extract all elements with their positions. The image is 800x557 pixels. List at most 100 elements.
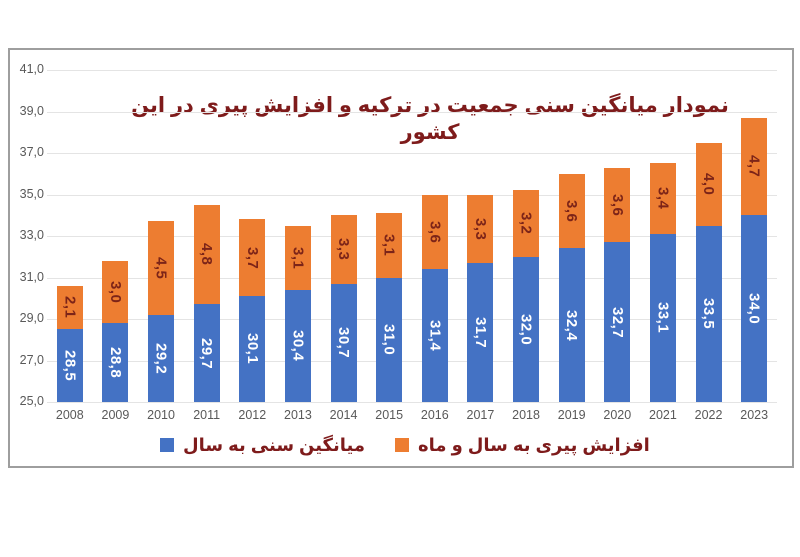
plot-area: 2,1 28,5 3,0 28,8 4,5 29,2 4,8 29,7 3,7 30,1 3,1 30… bbox=[47, 70, 777, 403]
avg-age-segment: 30,7 bbox=[330, 283, 357, 402]
bar-value-label: 32,0 bbox=[517, 313, 535, 345]
gridline bbox=[47, 236, 777, 237]
x-tick-label: 2023 bbox=[740, 408, 769, 422]
aging-increase-segment: 3,7 bbox=[239, 219, 266, 297]
chart-title: نمودار میانگین سنی جمعیت در ترکیه و افزا… bbox=[131, 94, 729, 145]
aging-increase-segment: 4,0 bbox=[695, 142, 722, 226]
bar-value-label: 29,7 bbox=[198, 337, 216, 369]
bar-group: 3,6 32,7 bbox=[604, 167, 631, 402]
aging-increase-segment: 3,6 bbox=[558, 173, 585, 249]
bar-value-label: 4,5 bbox=[152, 256, 170, 280]
bar-value-label: 3,6 bbox=[563, 199, 581, 223]
y-axis: 25,0 27,0 29,0 31,0 33,0 35,0 37,0 39,0 41,0 bbox=[14, 62, 44, 408]
avg-age-segment: 28,5 bbox=[56, 329, 83, 402]
x-tick-label: 2016 bbox=[420, 408, 449, 422]
avg-age-segment: 30,1 bbox=[239, 296, 266, 402]
legend: میانگین سنی به سال افزایش پیری به سال و … bbox=[160, 432, 650, 458]
bar-group: 3,1 31,0 bbox=[376, 213, 403, 402]
avg-age-segment: 30,4 bbox=[284, 289, 311, 402]
avg-age-segment: 29,2 bbox=[148, 314, 175, 402]
gridline bbox=[47, 111, 777, 113]
bar-group: 3,2 32,0 bbox=[513, 190, 540, 402]
x-tick-label: 2018 bbox=[512, 408, 540, 422]
avg-age-segment: 31,4 bbox=[421, 269, 448, 402]
gridline bbox=[47, 402, 777, 403]
avg-age-segment: 31,0 bbox=[376, 277, 403, 402]
gridline bbox=[47, 153, 777, 154]
bar-value-label: 30,7 bbox=[335, 327, 353, 359]
bar-group: 3,3 31,7 bbox=[467, 194, 494, 403]
bar-group: 3,1 30,4 bbox=[284, 225, 311, 402]
bar-value-label: 3,4 bbox=[654, 187, 672, 210]
y-tick-label: 29,0 bbox=[19, 311, 44, 325]
bar-value-label: 34,0 bbox=[745, 293, 763, 325]
bar-group: 4,0 33,5 bbox=[695, 142, 722, 402]
x-axis: 2008 2009 2010 2011 2012 2013 2014 2015 2016 2017… bbox=[47, 408, 777, 426]
y-tick-label: 33,0 bbox=[19, 228, 44, 242]
x-tick-label: 2011 bbox=[193, 408, 221, 422]
gridline bbox=[47, 70, 777, 71]
bar-value-label: 2,1 bbox=[61, 296, 79, 319]
bar-value-label: 32,4 bbox=[563, 309, 581, 341]
bar-value-label: 30,4 bbox=[289, 330, 307, 362]
x-tick-label: 2020 bbox=[603, 408, 632, 422]
aging-increase-legend-label: افزایش پیری به سال و ماه bbox=[418, 434, 650, 455]
gridline bbox=[47, 277, 777, 279]
aging-increase-segment: 3,3 bbox=[467, 194, 494, 263]
bar-group: 3,0 28,8 bbox=[102, 260, 129, 402]
bar-group: 3,7 30,1 bbox=[239, 219, 266, 402]
avg-age-swatch bbox=[160, 438, 174, 452]
x-tick-label: 2015 bbox=[375, 408, 404, 422]
aging-increase-segment: 3,4 bbox=[649, 163, 676, 234]
chart-panel: نمودار میانگین سنی جمعیت در ترکیه و افزا… bbox=[8, 48, 794, 468]
bar-value-label: 3,1 bbox=[380, 234, 398, 257]
x-tick-label: 2008 bbox=[55, 408, 84, 422]
aging-increase-segment: 3,6 bbox=[421, 194, 448, 270]
bar-value-label: 3,6 bbox=[608, 193, 626, 217]
avg-age-segment: 32,4 bbox=[558, 248, 585, 402]
bar-value-label: 3,0 bbox=[106, 280, 124, 304]
avg-age-segment: 32,7 bbox=[604, 242, 631, 402]
bar-value-label: 29,2 bbox=[152, 342, 170, 375]
x-tick-label: 2021 bbox=[649, 408, 677, 422]
aging-increase-segment: 4,8 bbox=[193, 204, 220, 305]
aging-increase-segment: 3,0 bbox=[102, 260, 129, 324]
aging-increase-segment: 3,1 bbox=[284, 225, 311, 290]
x-tick-label: 2019 bbox=[557, 408, 586, 422]
y-tick-label: 35,0 bbox=[19, 186, 44, 201]
bar-value-label: 4,8 bbox=[198, 243, 216, 266]
bar-group: 3,4 33,1 bbox=[649, 163, 676, 402]
bar-value-label: 3,6 bbox=[426, 220, 444, 244]
bar-value-label: 33,1 bbox=[654, 302, 672, 334]
bar-group: 2,1 28,5 bbox=[56, 285, 83, 402]
bar-group: 4,8 29,7 bbox=[193, 204, 220, 402]
bar-group: 3,6 31,4 bbox=[421, 194, 448, 403]
avg-age-legend-label: میانگین سنی به سال bbox=[183, 434, 366, 455]
y-tick-label: 41,0 bbox=[19, 62, 44, 76]
aging-increase-segment: 4,7 bbox=[741, 117, 768, 216]
bar-value-label: 28,8 bbox=[106, 346, 124, 379]
bar-value-label: 3,3 bbox=[471, 217, 489, 240]
bar-value-label: 4,7 bbox=[745, 155, 763, 178]
aging-increase-segment: 3,1 bbox=[376, 213, 403, 278]
y-tick-label: 37,0 bbox=[19, 145, 44, 159]
avg-age-segment: 33,1 bbox=[649, 233, 676, 402]
gridline bbox=[47, 194, 777, 196]
bar-value-label: 32,7 bbox=[608, 306, 626, 338]
bar-value-label: 28,5 bbox=[61, 350, 79, 382]
legend-item-avg-age: میانگین سنی به سال bbox=[160, 435, 365, 456]
gridline bbox=[47, 319, 777, 320]
bar-value-label: 3,7 bbox=[243, 246, 261, 269]
x-tick-label: 2009 bbox=[101, 408, 130, 422]
bar-value-label: 4,0 bbox=[700, 172, 718, 196]
bar-group: 4,7 34,0 bbox=[741, 117, 768, 402]
bar-value-label: 33,5 bbox=[700, 298, 718, 330]
avg-age-segment: 31,7 bbox=[467, 262, 494, 402]
bar-group: 4,5 29,2 bbox=[148, 221, 175, 402]
avg-age-segment: 28,8 bbox=[102, 323, 129, 402]
y-tick-label: 27,0 bbox=[19, 352, 44, 367]
bar-value-label: 3,1 bbox=[289, 246, 307, 269]
aging-increase-swatch bbox=[395, 438, 410, 452]
y-tick-label: 31,0 bbox=[19, 269, 44, 284]
